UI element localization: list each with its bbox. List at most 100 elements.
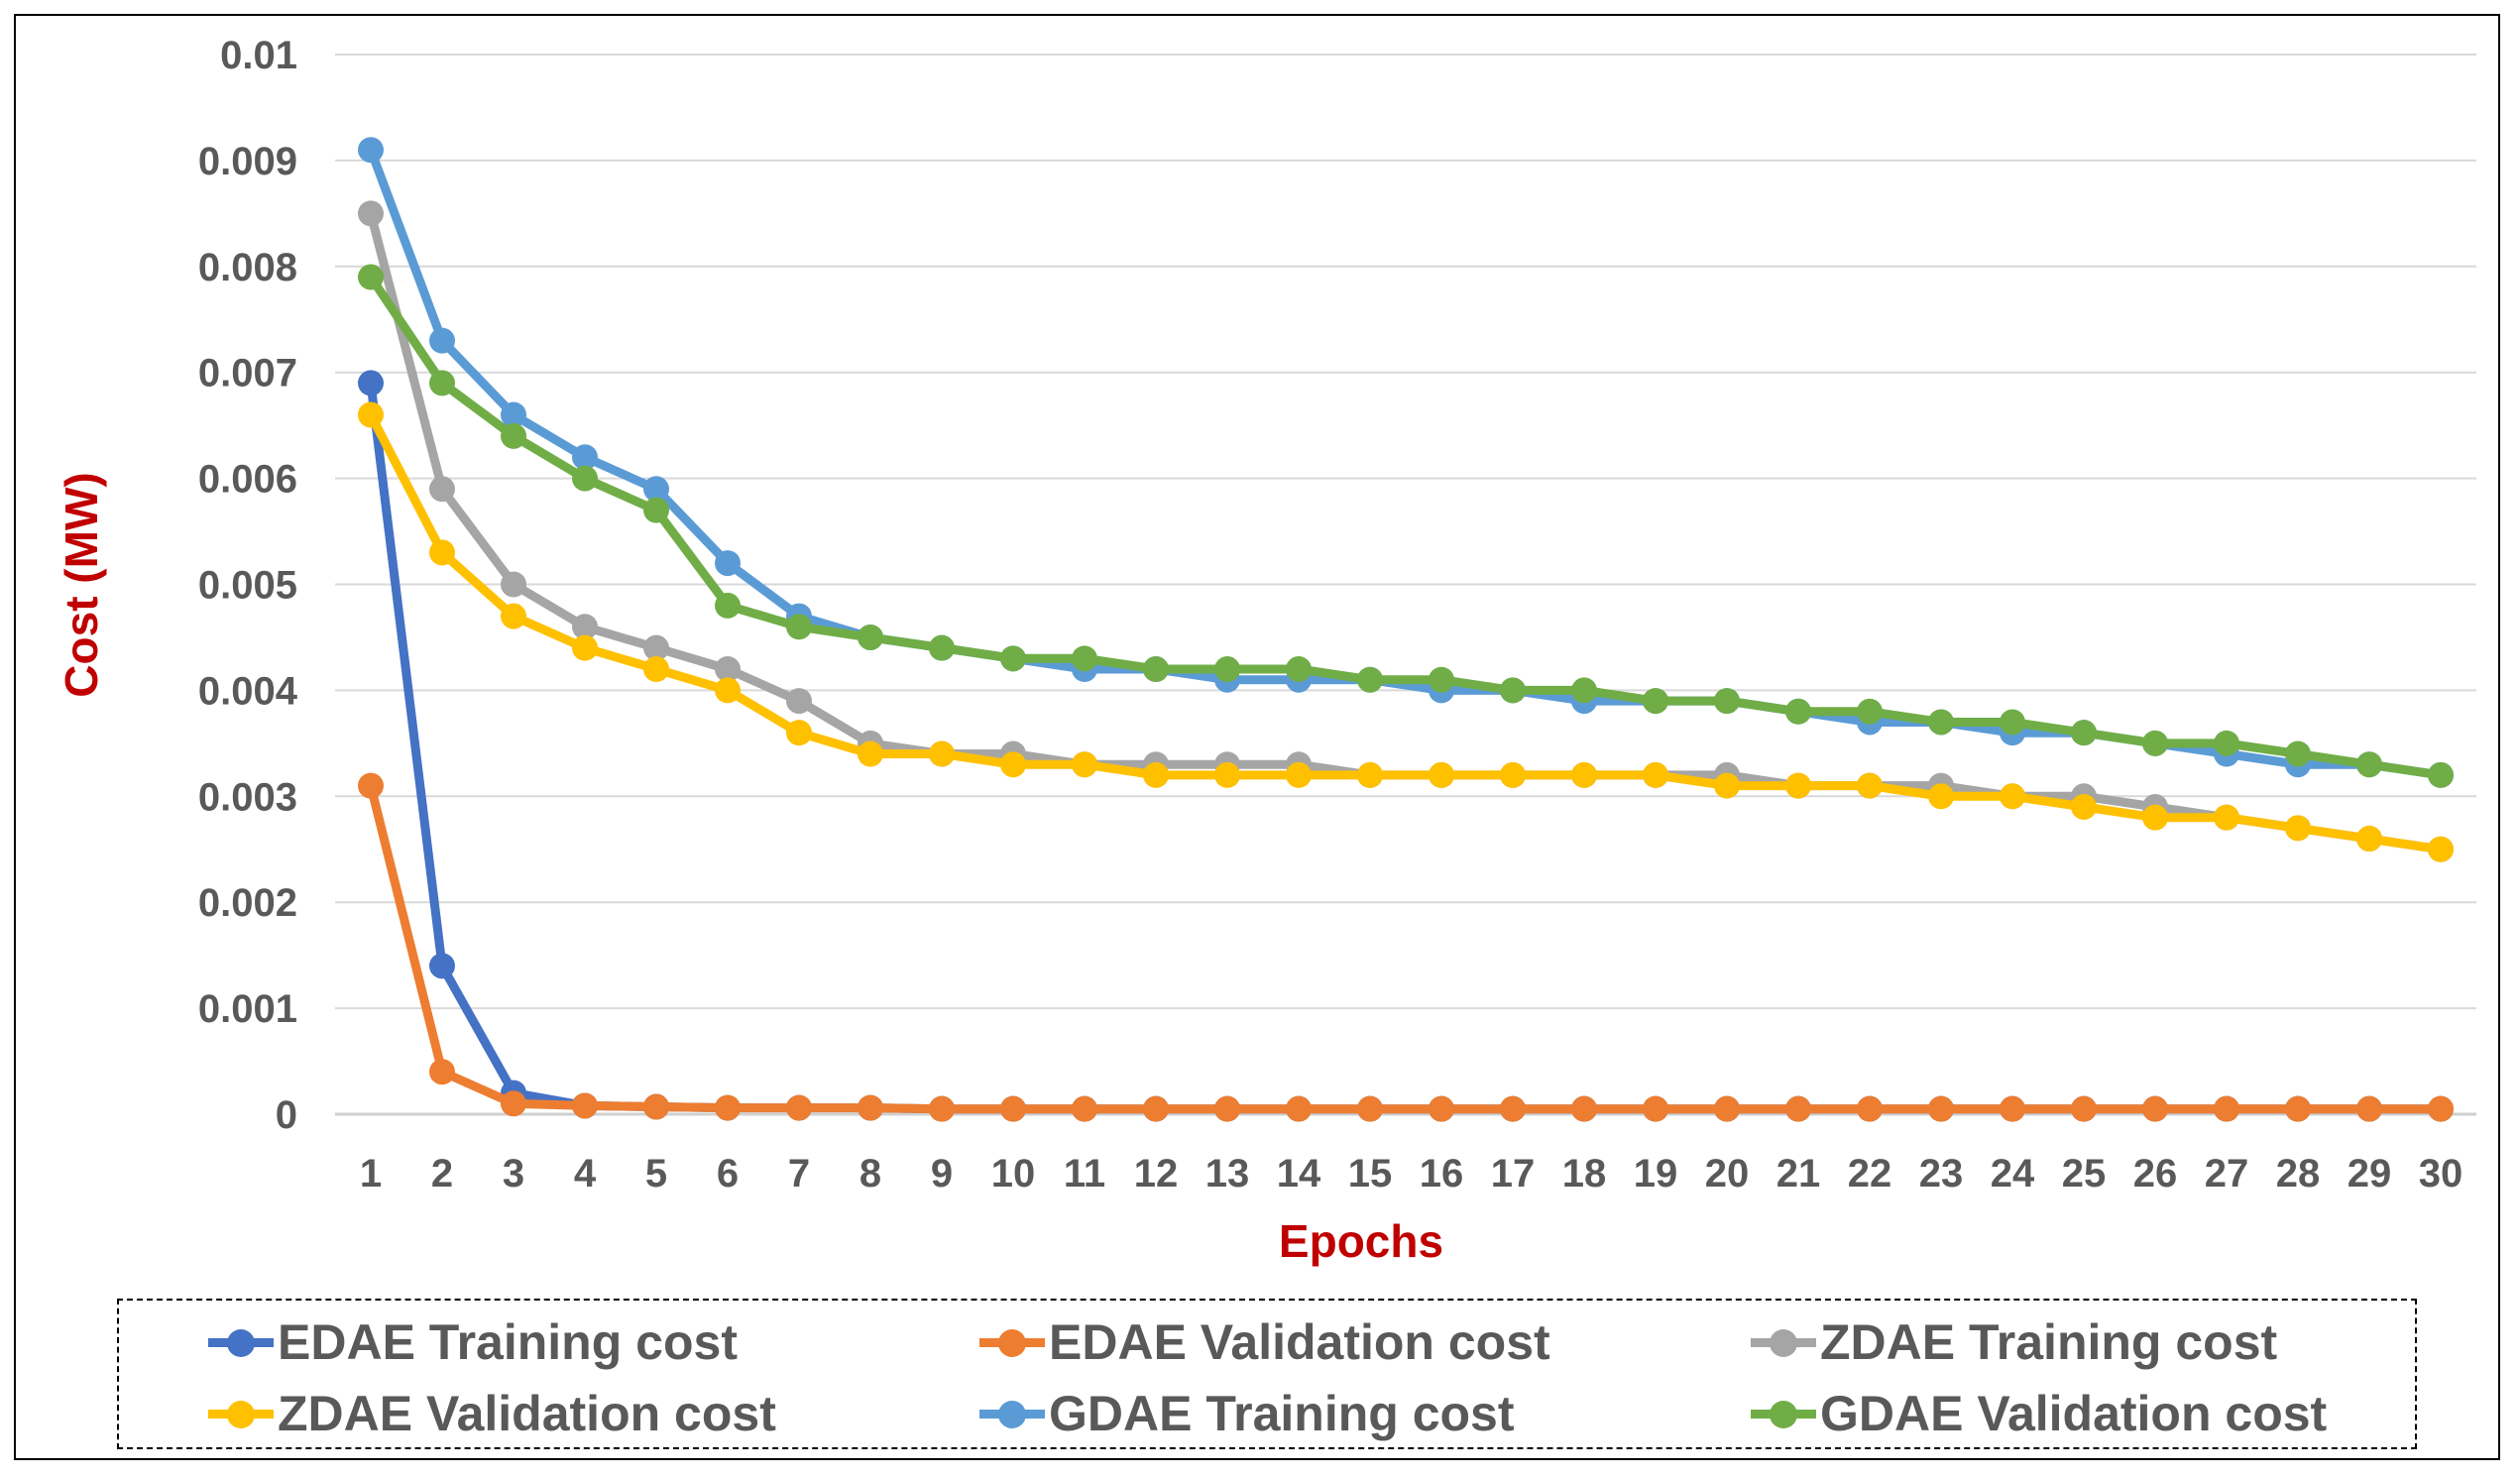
x-tick-label: 6 (717, 1152, 739, 1195)
data-point (572, 634, 598, 661)
legend-label: ZDAE Training cost (1820, 1314, 2278, 1370)
data-point (501, 1090, 526, 1117)
data-point (429, 370, 455, 397)
y-tick-label: 0.001 (198, 987, 297, 1031)
legend-marker-dot (998, 1401, 1026, 1428)
data-point (2285, 815, 2311, 842)
data-point (1000, 751, 1026, 778)
data-point (1714, 1095, 1740, 1122)
data-point (715, 592, 741, 619)
x-tick-label: 22 (1848, 1152, 1892, 1195)
data-point (429, 327, 455, 354)
x-tick-label: 10 (991, 1152, 1036, 1195)
data-point (1785, 698, 1811, 725)
data-point (1857, 772, 1883, 799)
data-point (1928, 783, 1954, 810)
data-point (1857, 698, 1883, 725)
series-line (366, 781, 2446, 1114)
data-point (1072, 1095, 1097, 1122)
data-point (1500, 761, 1526, 788)
data-point (2428, 761, 2454, 788)
data-point (858, 624, 883, 650)
y-tick-label: 0 (276, 1093, 297, 1137)
data-point (1072, 751, 1097, 778)
legend-item: GDAE Training cost (979, 1382, 1515, 1445)
data-point (501, 401, 526, 428)
data-point (2142, 804, 2168, 831)
data-point (501, 571, 526, 598)
y-tick-label: 0.002 (198, 881, 297, 925)
data-point (1143, 656, 1169, 683)
data-point (1000, 1095, 1026, 1122)
data-point (1214, 656, 1240, 683)
legend-marker-icon (1751, 1322, 1816, 1362)
x-axis-title: Epochs (1279, 1215, 1443, 1267)
series-line (366, 208, 2446, 854)
x-tick-label: 24 (1991, 1152, 2035, 1195)
data-point (786, 614, 812, 640)
x-tick-label: 7 (788, 1152, 810, 1195)
data-point (572, 465, 598, 492)
data-point (2356, 1095, 2382, 1122)
y-tick-label: 0.006 (198, 458, 297, 502)
x-tick-label: 2 (431, 1152, 453, 1195)
x-tick-label: 5 (645, 1152, 667, 1195)
y-tick-label: 0.01 (220, 34, 297, 77)
data-point (1214, 761, 1240, 788)
x-tick-label: 19 (1634, 1152, 1678, 1195)
data-point (1714, 772, 1740, 799)
legend-marker-dot (1770, 1329, 1797, 1357)
x-tick-label: 25 (2062, 1152, 2107, 1195)
x-tick-label: 13 (1205, 1152, 1250, 1195)
series-zdae-validation-cost (358, 401, 2454, 862)
data-point (358, 370, 384, 397)
data-point (1857, 1095, 1883, 1122)
legend: EDAE Training cost EDAE Validation cost ZD… (117, 1299, 2417, 1449)
data-point (501, 603, 526, 629)
x-tick-label: 17 (1491, 1152, 1536, 1195)
x-tick-label: 14 (1277, 1152, 1321, 1195)
data-point (358, 137, 384, 164)
x-tick-label: 29 (2348, 1152, 2392, 1195)
legend-label: EDAE Validation cost (1049, 1314, 1550, 1370)
x-tick-label: 3 (503, 1152, 524, 1195)
data-point (2000, 709, 2025, 736)
data-point (1571, 677, 1597, 704)
data-point (715, 550, 741, 577)
series-gdae-validation-cost (358, 264, 2454, 788)
data-point (1643, 761, 1668, 788)
data-point (715, 1094, 741, 1121)
data-point (1785, 772, 1811, 799)
data-point (1500, 1095, 1526, 1122)
data-point (786, 720, 812, 746)
data-point (358, 401, 384, 428)
data-point (1785, 1095, 1811, 1122)
series-edae-validation-cost (358, 772, 2454, 1122)
data-point (929, 634, 955, 661)
legend-item: EDAE Validation cost (979, 1310, 1550, 1374)
x-tick-label: 20 (1705, 1152, 1750, 1195)
x-tick-label: 15 (1348, 1152, 1393, 1195)
data-point (2071, 720, 2097, 746)
legend-item: ZDAE Validation cost (208, 1382, 776, 1445)
data-point (1500, 677, 1526, 704)
data-point (2000, 1095, 2025, 1122)
data-point (643, 497, 669, 523)
data-point (1286, 656, 1312, 683)
data-point (429, 476, 455, 503)
data-point (2142, 1095, 2168, 1122)
data-point (429, 1059, 455, 1085)
data-point (715, 677, 741, 704)
y-tick-label: 0.003 (198, 775, 297, 819)
data-point (1000, 645, 1026, 672)
data-point (1571, 761, 1597, 788)
data-point (1928, 1095, 1954, 1122)
y-tick-label: 0.009 (198, 140, 297, 183)
data-point (2071, 793, 2097, 820)
x-tick-label: 12 (1134, 1152, 1179, 1195)
x-tick-label: 28 (2276, 1152, 2321, 1195)
data-point (1571, 1095, 1597, 1122)
data-point (1429, 666, 1454, 693)
data-point (1643, 688, 1668, 715)
